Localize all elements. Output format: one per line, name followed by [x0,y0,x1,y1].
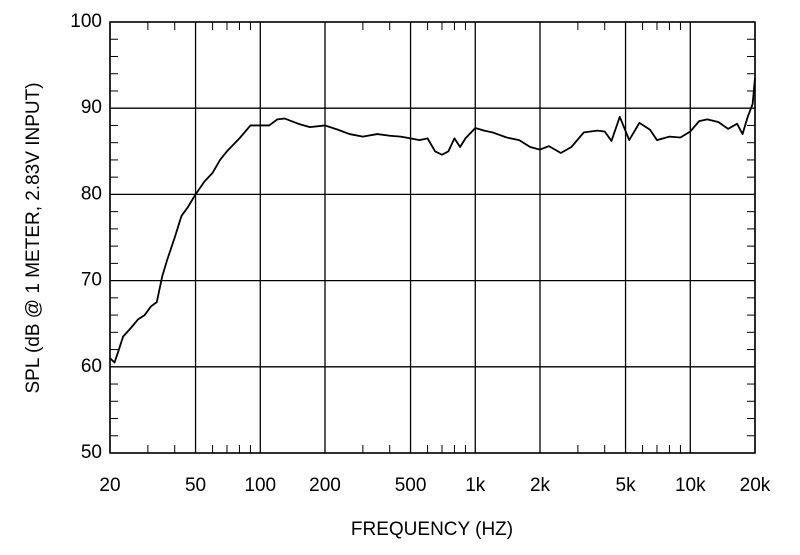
y-tick-label: 90 [81,97,102,118]
x-tick-label: 5k [616,475,637,496]
plot-frame [109,21,756,454]
x-tick-label: 20k [740,475,771,496]
x-tick-label: 20 [99,475,120,496]
y-tick-label: 80 [81,183,102,204]
x-tick-label: 100 [244,475,276,496]
y-tick-label: 70 [81,270,102,291]
x-tick-label: 200 [309,475,341,496]
y-tick-label: 100 [70,11,102,32]
response-line [109,77,756,364]
x-tick-label: 1k [465,475,486,496]
x-axis-label: FREQUENCY (HZ) [351,519,513,540]
x-tick-label: 500 [395,475,427,496]
y-axis-label: SPL (dB @ 1 METER, 2.83V INPUT) [23,82,44,393]
x-tick-label: 2k [530,475,551,496]
y-tick-label: 60 [81,356,102,377]
y-tick-label: 50 [81,442,102,463]
x-tick-label: 10k [675,475,706,496]
x-tick-label: 50 [185,475,206,496]
